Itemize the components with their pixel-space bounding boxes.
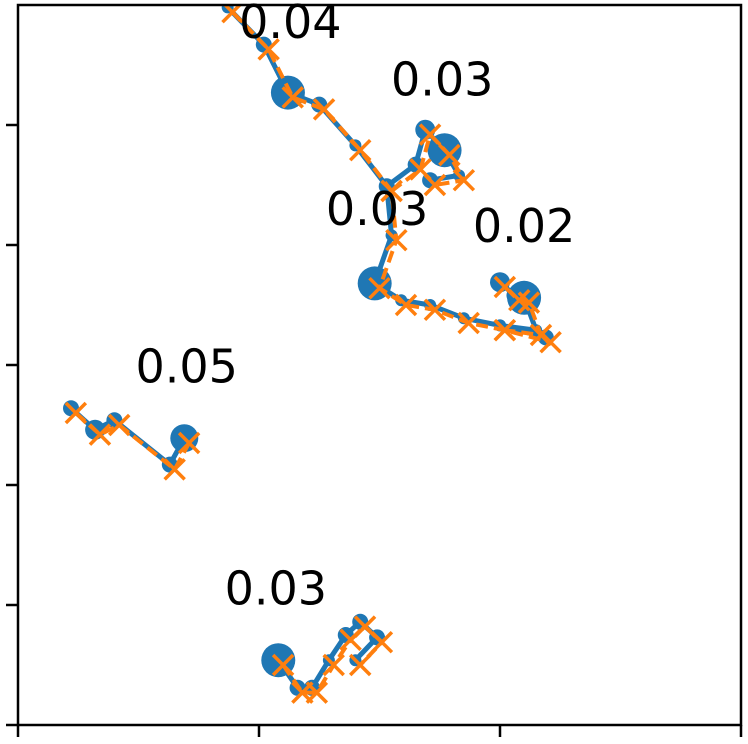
marker	[385, 228, 408, 252]
annotation: 0.04	[239, 0, 341, 49]
marker	[457, 311, 480, 335]
marker	[517, 291, 541, 314]
marker	[281, 86, 304, 109]
marker	[370, 630, 394, 654]
annotation: 0.05	[135, 339, 237, 393]
marker	[271, 653, 295, 677]
annotation: 0.03	[225, 561, 327, 615]
marker	[452, 168, 476, 192]
marker	[394, 293, 418, 317]
marker	[493, 318, 517, 342]
marker	[423, 298, 447, 322]
marker	[163, 458, 186, 481]
annotation: 0.02	[473, 199, 575, 253]
plot-area	[63, 5, 562, 704]
annotation: 0.03	[391, 53, 493, 107]
annotation: 0.03	[326, 182, 428, 236]
marker	[438, 143, 461, 167]
marker	[88, 423, 112, 446]
marker	[107, 413, 131, 437]
marker	[380, 179, 403, 203]
marker	[312, 98, 336, 121]
marker	[368, 276, 391, 300]
marker	[305, 681, 329, 704]
marker	[257, 38, 280, 61]
marker	[322, 653, 345, 677]
marker	[64, 401, 88, 425]
marker	[348, 653, 372, 677]
marker	[348, 138, 372, 162]
axes-frame	[16, 3, 743, 727]
marker	[177, 431, 201, 455]
marker	[529, 323, 553, 347]
marker	[423, 173, 447, 197]
marker	[418, 123, 442, 146]
